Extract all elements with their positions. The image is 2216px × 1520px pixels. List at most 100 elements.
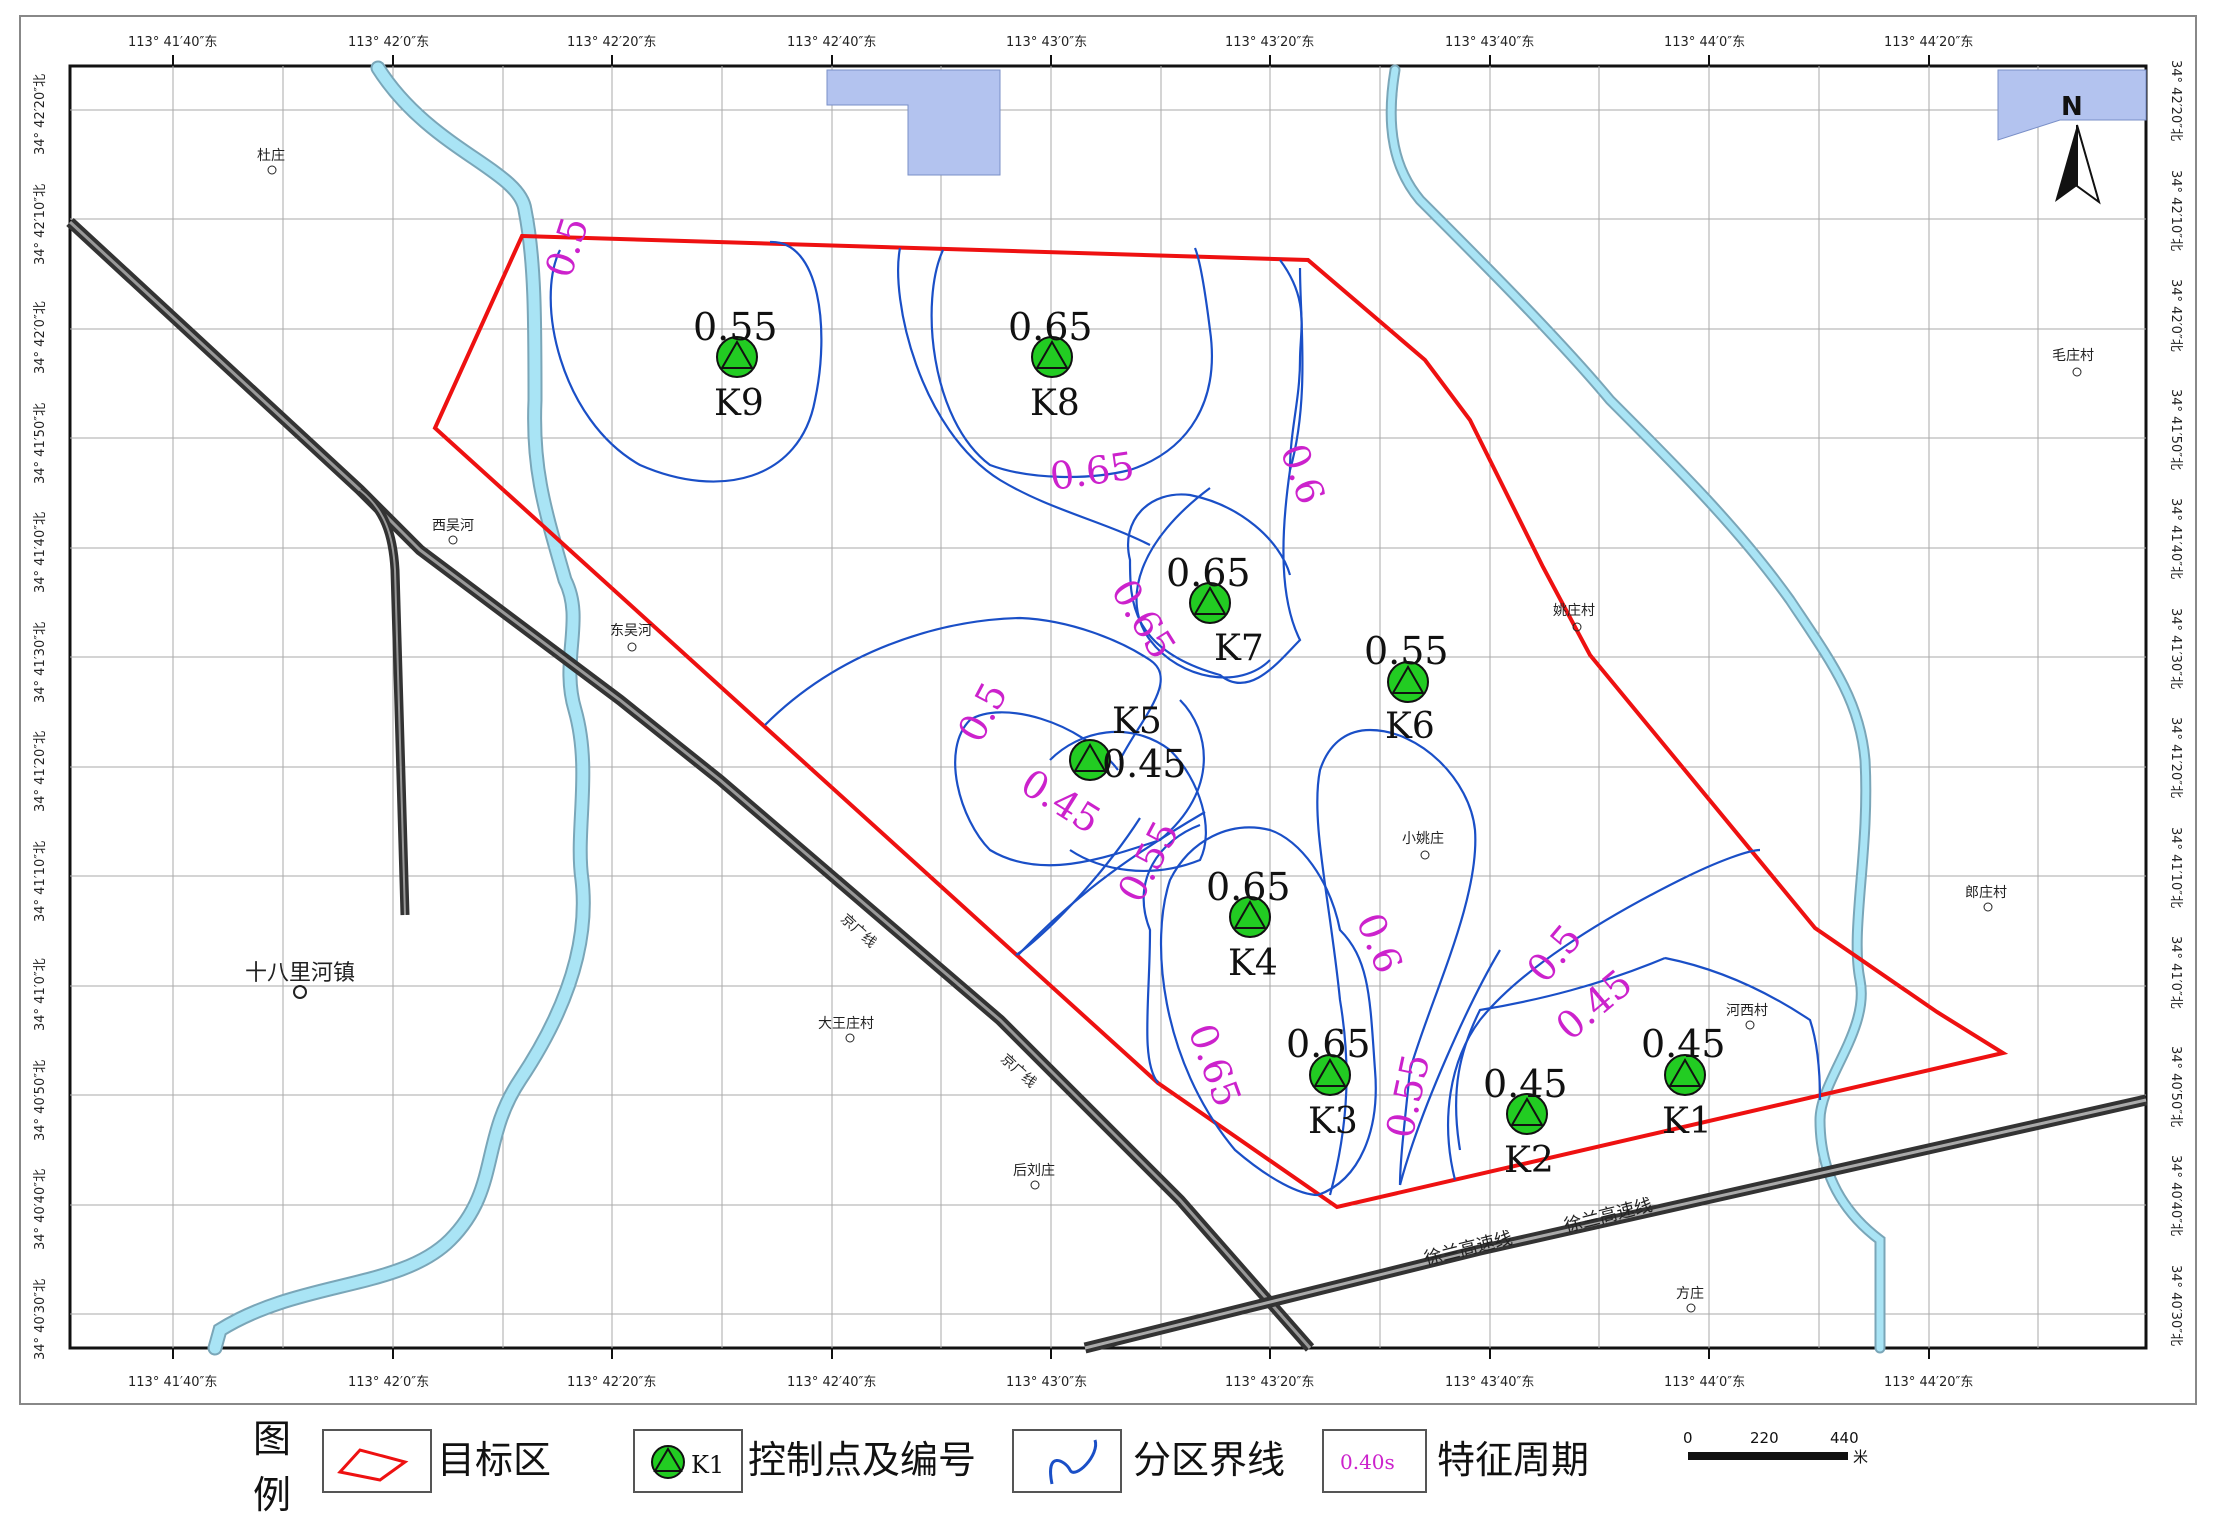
control-point-k9[interactable]: 0.55 K9 [693,305,778,424]
coord-label: 113° 43′0″东 [1006,35,1087,50]
right-coord-labels: 34° 42′20″北 34° 42′10″北 34° 42′0″北 34° 4… [2168,60,2183,1346]
coord-label: 34° 40′40″北 [2168,1155,2183,1236]
coord-label: 34° 41′20″北 [33,731,48,812]
place-marker [2072,367,2082,377]
place-label: 西吴河 [432,518,474,534]
legend-boundary-label: 分区界线 [1133,1438,1285,1482]
coord-label: 113° 43′40″东 [1445,1375,1534,1390]
coord-label: 34° 41′0″北 [33,958,48,1031]
coord-label: 34° 41′40″北 [2168,498,2183,579]
legend-point-label: 控制点及编号 [748,1438,976,1482]
legend-period-sample: 0.40s [1340,1450,1395,1474]
expressway [1083,1094,2148,1354]
place-label: 后刘庄 [1013,1162,1055,1179]
point-id: K4 [1228,943,1278,984]
control-point-k4[interactable]: 0.65 K4 [1206,865,1291,984]
coord-label: 34° 42′0″北 [2168,279,2183,352]
legend-boundary-swatch [1012,1429,1122,1493]
map-frame [68,64,2148,1350]
legend-target-swatch [322,1429,432,1493]
coord-label: 34° 40′30″北 [2168,1265,2183,1346]
north-arrow-icon [2055,125,2077,202]
coord-label: 34° 41′10″北 [33,841,48,922]
control-point-k3[interactable]: 0.65 K3 [1286,1022,1371,1142]
place-marker [293,985,307,999]
place-marker [1572,622,1582,632]
bottom-coord-labels: 113° 41′40″东 113° 42′0″东 113° 42′20″东 11… [128,1375,1973,1390]
coord-label: 34° 41′30″北 [2168,608,2183,689]
coord-label: 113° 41′40″东 [128,35,217,50]
point-id: K3 [1308,1101,1358,1142]
control-point-k1[interactable]: 0.45 K1 [1641,1022,1726,1142]
control-point-k5[interactable]: K5 0.45 [1069,701,1187,786]
place-label: 杜庄 [257,147,285,164]
frame-ticks [172,55,1930,1359]
coord-label: 113° 44′20″东 [1884,35,1973,50]
rivers [207,60,1886,1356]
north-label: N [2061,92,2083,122]
control-points: 0.55 K9 0.65 K8 0.65 K7 0.55 K6 K5 0.45 [693,305,1726,1181]
coord-label: 34° 41′40″北 [33,512,48,593]
control-point-k6[interactable]: 0.55 K6 [1364,629,1449,747]
coord-label: 113° 43′20″东 [1225,1375,1314,1390]
pond-northeast [1997,69,2147,141]
control-point-k2[interactable]: 0.45 K2 [1483,1062,1568,1181]
point-id: K9 [714,383,764,424]
point-value: 0.45 [1102,742,1187,786]
place-marker [1420,850,1430,860]
place-names: 杜庄 西吴河 东吴河 十八里河镇 大王庄村 后刘庄 小姚庄 姚庄村 毛庄村 郎庄… [245,147,2094,1313]
coord-label: 113° 43′20″东 [1225,35,1314,50]
place-label: 小姚庄 [1402,830,1444,847]
coord-label: 34° 41′30″北 [33,622,48,703]
place-marker [1030,1180,1040,1190]
legend-title: 例 [253,1473,291,1517]
legend-point-id: K1 [691,1451,724,1479]
coord-label: 34° 42′10″北 [2168,170,2183,251]
coord-label: 113° 44′0″东 [1664,35,1745,50]
coord-label: 113° 42′20″东 [567,1375,656,1390]
coord-label: 113° 44′0″东 [1664,1375,1745,1390]
place-label: 郎庄村 [1965,884,2007,901]
coord-label: 113° 43′40″东 [1445,35,1534,50]
coord-label: 34° 40′40″北 [33,1169,48,1250]
coord-label: 34° 41′10″北 [2168,827,2183,908]
coord-label: 113° 42′40″东 [787,35,876,50]
coord-label: 34° 40′50″北 [2168,1046,2183,1127]
coord-label: 113° 42′0″东 [348,35,429,50]
scale-tick: 0 [1683,1429,1693,1447]
place-label: 姚庄村 [1553,602,1595,619]
place-marker [1686,1303,1696,1313]
control-point-k8[interactable]: 0.65 K8 [1008,305,1093,424]
point-value: 0.55 [1364,629,1449,673]
point-id: K2 [1504,1140,1554,1181]
place-marker [267,165,277,175]
legend-target-label: 目标区 [437,1438,551,1482]
place-marker [1745,1020,1755,1030]
top-coord-labels: 113° 41′40″东 113° 42′0″东 113° 42′20″东 11… [128,35,1973,50]
point-value: 0.65 [1166,551,1251,595]
coord-label: 34° 41′50″北 [2168,389,2183,470]
boundary-line-icon [1049,1439,1098,1485]
coord-label: 113° 44′20″东 [1884,1375,1973,1390]
scale-tick: 220 [1750,1429,1779,1447]
place-label: 毛庄村 [2052,347,2094,364]
legend-point-swatch [633,1429,743,1493]
point-value: 0.65 [1286,1022,1371,1066]
place-marker [1983,902,1993,912]
coord-label: 113° 41′40″东 [128,1375,217,1390]
place-label: 方庄 [1676,1285,1704,1302]
place-marker [627,642,637,652]
place-label: 东吴河 [610,623,652,639]
point-value: 0.45 [1641,1022,1726,1066]
zone-boundaries [549,240,1822,1197]
point-value: 0.65 [1206,865,1291,909]
legend-title: 图 [253,1417,291,1461]
coord-label: 113° 42′0″东 [348,1375,429,1390]
coord-label: 34° 42′10″北 [33,184,48,265]
scale-tick: 440 [1830,1429,1859,1447]
coord-label: 34° 40′50″北 [33,1060,48,1141]
coord-label: 34° 42′0″北 [33,301,48,374]
control-point-k7[interactable]: 0.65 K7 [1166,551,1264,669]
